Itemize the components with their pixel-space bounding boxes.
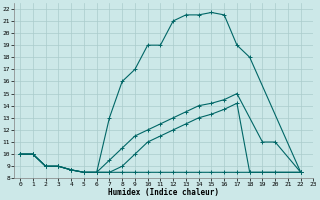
X-axis label: Humidex (Indice chaleur): Humidex (Indice chaleur) [108, 188, 219, 197]
